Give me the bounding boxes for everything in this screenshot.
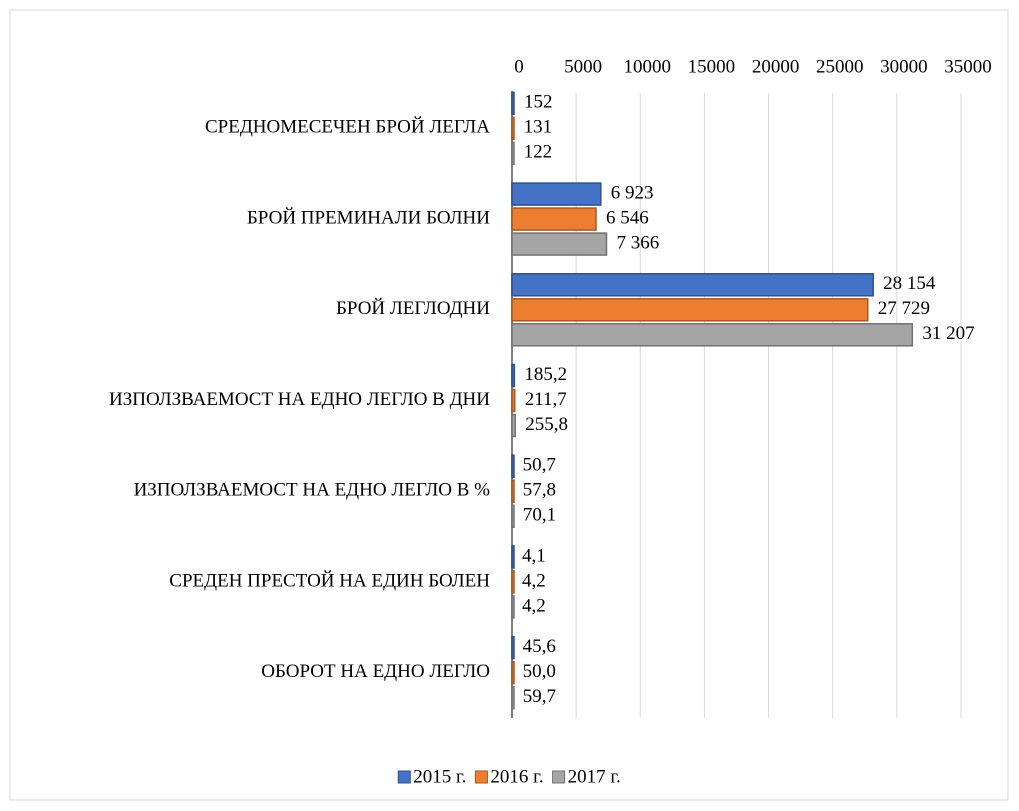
data-label: 131 bbox=[524, 117, 553, 138]
x-tick-label: 20000 bbox=[752, 56, 800, 77]
bar bbox=[511, 545, 515, 569]
legend: 2015 г. 2016 г. 2017 г. bbox=[397, 766, 621, 787]
y-tick-label: ОБОРОТ НА ЕДНО ЛЕГЛО bbox=[261, 661, 490, 682]
data-label: 6 923 bbox=[611, 182, 654, 203]
legend-swatch bbox=[397, 770, 411, 784]
bar bbox=[511, 141, 515, 166]
y-tick-label: ИЗПОЛЗВАЕМОСТ НА ЕДНО ЛЕГЛО В % bbox=[134, 480, 491, 501]
data-label: 50,0 bbox=[523, 661, 556, 682]
x-tick-label: 30000 bbox=[880, 56, 928, 77]
y-tick-label: БРОЙ ПРЕМИНАЛИ БОЛНИ bbox=[247, 207, 490, 228]
data-label: 4,1 bbox=[522, 545, 546, 566]
bar bbox=[511, 595, 515, 619]
y-tick-label: ИЗПОЛЗВАЕМОСТ НА ЕДНО ЛЕГЛО В ДНИ bbox=[109, 389, 490, 410]
bar bbox=[511, 91, 515, 116]
data-label: 185,2 bbox=[524, 364, 567, 385]
bar bbox=[511, 207, 597, 231]
data-label: 211,7 bbox=[525, 389, 567, 410]
bar bbox=[511, 182, 602, 206]
data-label: 6 546 bbox=[606, 207, 649, 228]
bar bbox=[511, 504, 515, 528]
bar bbox=[511, 413, 517, 438]
legend-swatch bbox=[474, 770, 488, 784]
data-label: 27 729 bbox=[878, 298, 930, 319]
x-tick-label: 5000 bbox=[564, 56, 602, 77]
x-tick-label: 25000 bbox=[816, 56, 864, 77]
bar bbox=[511, 454, 515, 478]
legend-swatch bbox=[552, 770, 566, 784]
bar bbox=[511, 116, 515, 141]
data-label: 122 bbox=[524, 142, 553, 163]
data-label: 45,6 bbox=[523, 636, 556, 657]
bar bbox=[511, 232, 608, 256]
data-label: 31 207 bbox=[922, 323, 974, 344]
data-label: 70,1 bbox=[523, 505, 556, 526]
data-label: 4,2 bbox=[522, 570, 546, 591]
x-tick-label: 15000 bbox=[688, 56, 736, 77]
data-label: 59,7 bbox=[523, 686, 556, 707]
legend-label: 2017 г. bbox=[568, 766, 621, 787]
bar bbox=[511, 635, 515, 660]
legend-label: 2016 г. bbox=[490, 766, 543, 787]
data-label: 28 154 bbox=[883, 273, 936, 294]
bar bbox=[511, 363, 516, 388]
x-tick-label: 0 bbox=[514, 56, 524, 77]
bar bbox=[511, 570, 515, 594]
data-label: 50,7 bbox=[523, 455, 556, 476]
y-tick-label: СРЕДЕН ПРЕСТОЙ НА ЕДИН БОЛЕН bbox=[169, 570, 490, 591]
x-tick-label: 35000 bbox=[944, 56, 992, 77]
chart-frame bbox=[9, 9, 1009, 801]
bar bbox=[511, 388, 516, 413]
bar bbox=[511, 479, 515, 503]
legend-label: 2015 г. bbox=[413, 766, 466, 787]
data-label: 152 bbox=[524, 92, 553, 113]
data-label: 7 366 bbox=[616, 232, 659, 253]
bar bbox=[511, 298, 869, 322]
data-label: 4,2 bbox=[522, 595, 546, 616]
bar bbox=[511, 323, 914, 347]
bar bbox=[511, 660, 515, 685]
y-tick-label: БРОЙ ЛЕГЛОДНИ bbox=[336, 298, 490, 319]
bar bbox=[511, 273, 874, 297]
x-tick-label: 10000 bbox=[624, 56, 672, 77]
y-tick-label: СРЕДНОМЕСЕЧЕН БРОЙ ЛЕГЛА bbox=[205, 117, 490, 138]
data-label: 57,8 bbox=[523, 480, 556, 501]
data-label: 255,8 bbox=[525, 414, 568, 435]
bar bbox=[511, 685, 515, 710]
